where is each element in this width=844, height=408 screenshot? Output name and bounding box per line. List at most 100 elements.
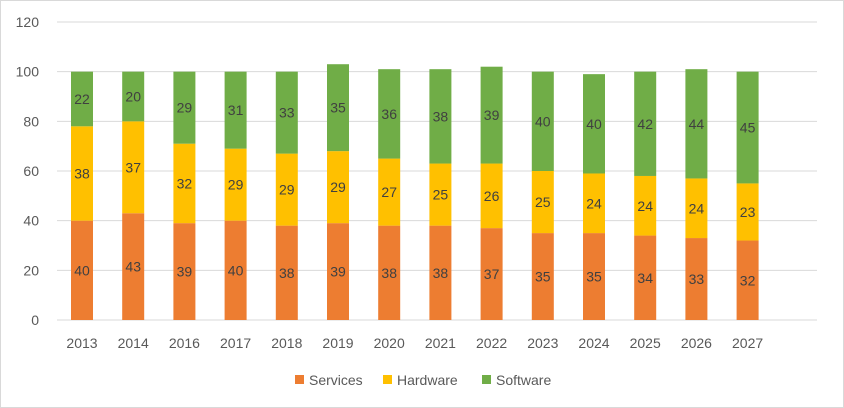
- bar-segment-hardware: [685, 178, 708, 239]
- x-tick-label: 2024: [578, 335, 609, 351]
- data-label: 29: [177, 100, 193, 116]
- bar-segment-hardware: [634, 175, 657, 236]
- data-label: 27: [381, 184, 397, 200]
- bar-segment-hardware: [583, 173, 605, 234]
- data-label: 26: [484, 188, 500, 204]
- bar-segment-services: [378, 225, 401, 320]
- bar-segment-hardware: [275, 153, 298, 226]
- data-label: 34: [637, 270, 653, 286]
- data-label: 20: [125, 89, 141, 105]
- bar-segment-software: [583, 74, 605, 174]
- data-label: 38: [74, 165, 90, 181]
- data-label: 25: [535, 194, 551, 210]
- y-tick-label: 80: [23, 113, 39, 129]
- data-label: 43: [125, 259, 141, 275]
- bar-segment-software: [275, 71, 298, 154]
- data-label: 37: [484, 266, 500, 282]
- bar-segment-hardware: [327, 151, 349, 224]
- bar-segment-hardware: [122, 121, 145, 214]
- data-label: 31: [228, 102, 244, 118]
- data-label: 45: [740, 120, 756, 136]
- bar-segment-services: [583, 233, 605, 320]
- bar-segment-hardware: [531, 171, 554, 234]
- bar-segment-software: [480, 66, 503, 164]
- data-label: 44: [689, 116, 705, 132]
- y-tick-label: 120: [16, 14, 40, 30]
- data-label: 29: [330, 179, 346, 195]
- bar-segment-software: [634, 71, 657, 176]
- bars: [71, 64, 759, 320]
- y-tick-label: 20: [23, 262, 39, 278]
- data-label: 39: [484, 107, 500, 123]
- bar-segment-software: [122, 71, 145, 122]
- data-label: 35: [535, 269, 551, 285]
- bar-segment-software: [224, 71, 247, 149]
- y-axis-ticks: 0 20 40 60 80 100 120: [16, 14, 40, 328]
- x-axis-ticks: 2013 2014 2016 2017 2018 2019 2020 2021 2022 2023…: [66, 335, 763, 351]
- data-label: 42: [637, 116, 653, 132]
- x-tick-label: 2019: [322, 335, 353, 351]
- data-labels: 40 38 22 43 37 20 39 32 29 40 29 31 38 29 33 39 29 35 38 27…: [74, 89, 755, 289]
- bar-segment-software: [531, 71, 554, 171]
- bar-segment-hardware: [378, 158, 401, 226]
- bar-segment-services: [327, 223, 349, 320]
- bar-segment-software: [685, 69, 708, 179]
- bar-segment-software: [429, 69, 452, 164]
- y-tick-label: 60: [23, 163, 39, 179]
- data-label: 40: [74, 262, 90, 278]
- x-tick-label: 2017: [220, 335, 251, 351]
- data-label: 35: [330, 100, 346, 116]
- data-label: 24: [637, 198, 653, 214]
- legend-label-software: Software: [496, 372, 551, 388]
- bar-segment-hardware: [173, 143, 196, 224]
- bar-segment-services: [429, 225, 452, 320]
- bar-segment-software: [327, 64, 349, 152]
- x-tick-label: 2021: [425, 335, 456, 351]
- x-tick-label: 2026: [681, 335, 712, 351]
- x-tick-label: 2027: [732, 335, 763, 351]
- data-label: 37: [125, 159, 141, 175]
- data-label: 38: [433, 265, 449, 281]
- data-label: 24: [689, 200, 705, 216]
- data-label: 24: [586, 195, 602, 211]
- x-tick-label: 2018: [271, 335, 302, 351]
- bar-segment-services: [634, 235, 657, 320]
- data-label: 36: [381, 106, 397, 122]
- y-tick-label: 100: [16, 64, 40, 80]
- bar-segment-services: [224, 220, 247, 320]
- bar-segment-software: [173, 71, 196, 144]
- data-label: 40: [535, 113, 551, 129]
- bar-segment-services: [480, 228, 503, 320]
- bar-segment-services: [685, 238, 708, 320]
- x-tick-label: 2016: [169, 335, 200, 351]
- data-label: 33: [279, 105, 295, 121]
- data-label: 22: [74, 91, 90, 107]
- data-label: 25: [433, 187, 449, 203]
- data-label: 35: [586, 269, 602, 285]
- bar-segment-software: [71, 71, 93, 127]
- bar-segment-hardware: [224, 148, 247, 221]
- y-tick-label: 40: [23, 213, 39, 229]
- x-tick-label: 2020: [374, 335, 405, 351]
- data-label: 29: [228, 177, 244, 193]
- data-label: 38: [433, 108, 449, 124]
- bar-segment-services: [122, 213, 145, 320]
- legend-swatch-services: [295, 375, 304, 384]
- data-label: 29: [279, 182, 295, 198]
- bar-segment-hardware: [480, 163, 503, 229]
- data-label: 38: [279, 265, 295, 281]
- x-tick-label: 2014: [118, 335, 149, 351]
- data-label: 38: [381, 265, 397, 281]
- legend-swatch-software: [482, 375, 491, 384]
- bar-segment-software: [736, 71, 759, 184]
- x-tick-label: 2013: [66, 335, 97, 351]
- data-label: 40: [228, 262, 244, 278]
- bar-segment-software: [378, 69, 401, 159]
- bar-segment-services: [736, 240, 759, 320]
- bar-segment-hardware: [736, 183, 759, 241]
- legend-swatch-hardware: [383, 375, 392, 384]
- bar-segment-services: [275, 225, 298, 320]
- bar-segment-services: [71, 220, 93, 320]
